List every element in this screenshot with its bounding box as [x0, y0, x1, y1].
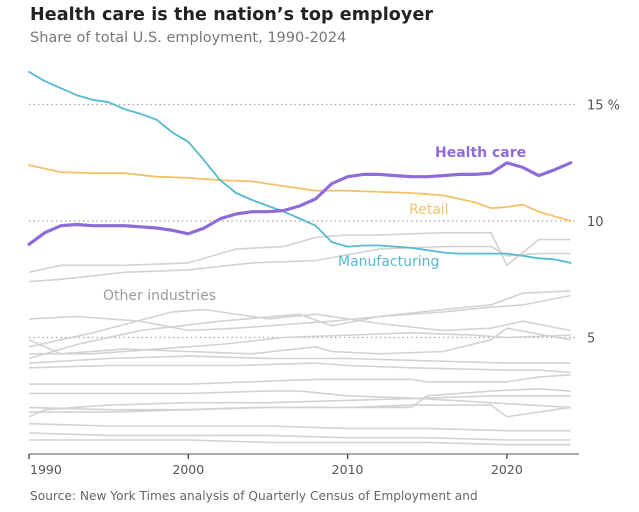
health-care-label: Health care	[435, 145, 526, 161]
manufacturing-line	[28, 71, 572, 264]
x-tick-label: 2020	[491, 462, 523, 477]
chart-subtitle: Share of total U.S. employment, 1990-202…	[30, 30, 347, 46]
x-tick-label: 2010	[332, 462, 364, 477]
other-industry-line	[28, 422, 571, 432]
other-industry-line	[29, 332, 571, 355]
health-care-line	[27, 161, 573, 246]
retail-line	[28, 164, 572, 222]
other-industry-line	[29, 388, 571, 413]
source-note: Source: New York Times analysis of Quart…	[30, 489, 478, 503]
other-industry-line	[28, 294, 571, 332]
other-industry-line	[28, 245, 571, 283]
highlighted-lines	[27, 71, 573, 264]
x-tick-label: 2000	[172, 462, 204, 477]
y-tick-label: 5	[587, 332, 595, 347]
series-labels: Health care Retail Manufacturing Other indu…	[103, 145, 526, 304]
other-industry-line	[29, 439, 571, 446]
other-industry-line	[28, 327, 571, 355]
other-industry-line	[29, 390, 571, 409]
other-industry-line	[28, 231, 571, 274]
y-tick-label: 15 %	[587, 99, 620, 114]
other-industry-line	[28, 432, 571, 441]
other-industry-line	[28, 290, 571, 360]
chart-title: Health care is the nation’s top employer	[30, 5, 434, 25]
other-industries-lines	[28, 231, 571, 446]
y-tick-label: 10	[587, 215, 604, 230]
retail-label: Retail	[409, 202, 449, 218]
other-industries-label: Other industries	[103, 288, 216, 304]
other-industry-line	[28, 308, 571, 348]
other-industry-line	[28, 404, 571, 418]
other-industry-line	[28, 362, 571, 374]
gridlines: 5 10 15 %	[29, 99, 620, 347]
x-axis: 1990 2000 2010 2020	[28, 453, 579, 477]
manufacturing-label: Manufacturing	[338, 254, 439, 270]
other-industry-line	[28, 355, 571, 364]
other-industry-line	[28, 395, 571, 418]
x-tick-label: 1990	[30, 462, 62, 477]
other-industry-line	[29, 374, 571, 385]
